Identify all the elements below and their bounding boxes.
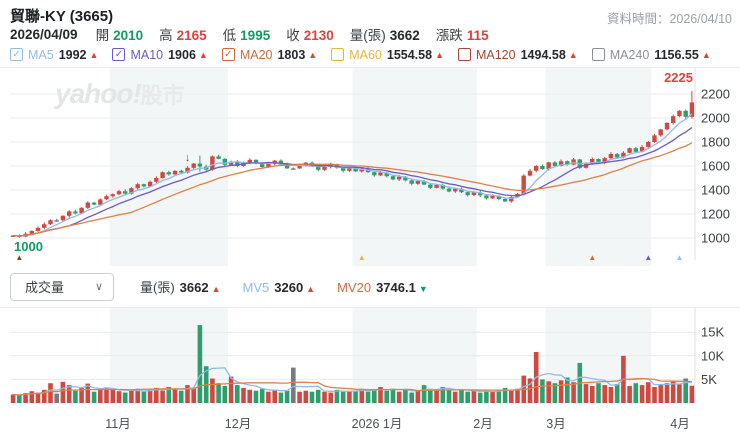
header: 貿聯-KY (3665) 資料時間：2026/04/10 (0, 0, 740, 26)
indicator-dropdown[interactable]: 成交量 ∨ (10, 272, 114, 301)
month-axis: 11月 12月 2026 1月 2月 3月 4月 (0, 404, 740, 436)
ma-legend-row: ✓ MA5 1992 ▲ ✓ MA10 1906 ▲ ✓ MA20 1803 ▲ MA60 1554.58… (0, 44, 740, 68)
svg-text:↓: ↓ (185, 152, 191, 164)
up-triangle-icon: ▲ (701, 49, 711, 60)
quote-field-收: 收 2130 (286, 28, 334, 43)
svg-text:1000: 1000 (701, 231, 730, 246)
svg-text:1200: 1200 (701, 207, 730, 222)
volume-legend: 量(張) 3662 ▲ MV5 3260 ▲ MV20 3746.1 ▼ (140, 277, 450, 297)
checkbox-icon[interactable]: ✓ (112, 48, 126, 61)
volume-field-MV20: MV20 3746.1 ▼ (337, 279, 428, 295)
quote-fields: 開 2010 高 2165 低 1995 收 2130 量(張) 3662 漲跌 115 (96, 24, 505, 44)
quote-field-開: 開 2010 (95, 28, 144, 43)
up-triangle-icon: ▲ (89, 49, 99, 60)
month-tick-label: 12月 (224, 417, 252, 431)
quote-date: 2026/04/09 (10, 26, 78, 42)
svg-text:2225: 2225 (664, 70, 693, 85)
svg-text:▲: ▲ (675, 253, 683, 262)
volume-field-量(張): 量(張) 3662 ▲ (140, 279, 221, 295)
up-triangle-icon: ▲ (568, 49, 578, 60)
quote-field-漲跌: 漲跌 115 (435, 28, 489, 43)
month-tick-label: 2月 (473, 417, 493, 431)
svg-text:10K: 10K (701, 348, 724, 363)
up-triangle-icon: ▲ (306, 283, 316, 294)
quote-row: 2026/04/09 開 2010 高 2165 低 1995 收 2130 量(張) 3662 漲… (0, 22, 740, 44)
svg-text:2000: 2000 (701, 111, 730, 126)
data-time-label: 資料時間：2026/04/10 (606, 12, 732, 26)
month-tick-label: 2026 1月 (351, 417, 403, 431)
up-triangle-icon: ▲ (198, 49, 208, 60)
checkbox-icon[interactable] (331, 48, 345, 61)
ma-toggle-MA120[interactable]: MA120 1494.58 ▲ (457, 48, 578, 62)
svg-text:5K: 5K (701, 372, 717, 387)
svg-text:2200: 2200 (701, 87, 730, 102)
ma-toggle-MA20[interactable]: ✓ MA20 1803 ▲ (221, 48, 318, 62)
quote-field-高: 高 2165 (159, 28, 207, 43)
down-triangle-icon: ▼ (418, 283, 428, 294)
up-triangle-icon: ▲ (435, 49, 444, 60)
checkbox-icon[interactable] (591, 48, 605, 61)
volume-bar-chart[interactable]: 5K 10K 15K (0, 308, 740, 404)
up-triangle-icon: ▲ (308, 49, 318, 60)
svg-text:1000: 1000 (14, 239, 43, 254)
up-triangle-icon: ▲ (211, 283, 221, 294)
month-tick-label: 11月 (105, 417, 131, 431)
svg-text:▲: ▲ (358, 253, 366, 262)
month-tick-label: 3月 (546, 417, 566, 431)
volume-header: 成交量 ∨ 量(張) 3662 ▲ MV5 3260 ▲ MV20 3746.1 ▼ (0, 266, 740, 308)
page-title: 貿聯-KY (3665) (10, 8, 114, 25)
svg-text:1600: 1600 (701, 159, 730, 174)
volume-field-MV5: MV5 3260 ▲ (242, 279, 316, 295)
ma-toggle-MA60[interactable]: MA60 1554.58 ▲ (331, 48, 444, 62)
checkbox-icon[interactable]: ✓ (10, 48, 23, 61)
ma-toggle-MA240[interactable]: MA240 1156.55 ▲ (591, 48, 711, 62)
ma-toggle-MA5[interactable]: ✓ MA5 1992 ▲ (10, 48, 98, 62)
svg-text:1400: 1400 (701, 183, 730, 198)
chevron-down-icon: ∨ (94, 281, 103, 293)
svg-text:▲: ▲ (588, 253, 596, 262)
svg-text:▲: ▲ (15, 253, 23, 262)
checkbox-icon[interactable]: ✓ (221, 48, 235, 61)
ma-toggle-MA10[interactable]: ✓ MA10 1906 ▲ (112, 48, 208, 62)
price-candlestick-chart[interactable]: 2200 2000 1800 1600 1400 1200 1000 ▲ ▲ ▲ ▲ ▲ ↓ 1000 22… (0, 68, 740, 266)
svg-text:15K: 15K (701, 325, 724, 340)
quote-field-低: 低 1995 (222, 28, 271, 43)
indicator-dropdown-value: 成交量 (25, 280, 65, 295)
svg-text:▲: ▲ (644, 253, 652, 262)
checkbox-icon[interactable] (457, 48, 471, 61)
quote-field-量(張): 量(張) 3662 (349, 28, 420, 43)
month-tick-label: 4月 (670, 417, 690, 431)
svg-text:1800: 1800 (701, 135, 730, 150)
